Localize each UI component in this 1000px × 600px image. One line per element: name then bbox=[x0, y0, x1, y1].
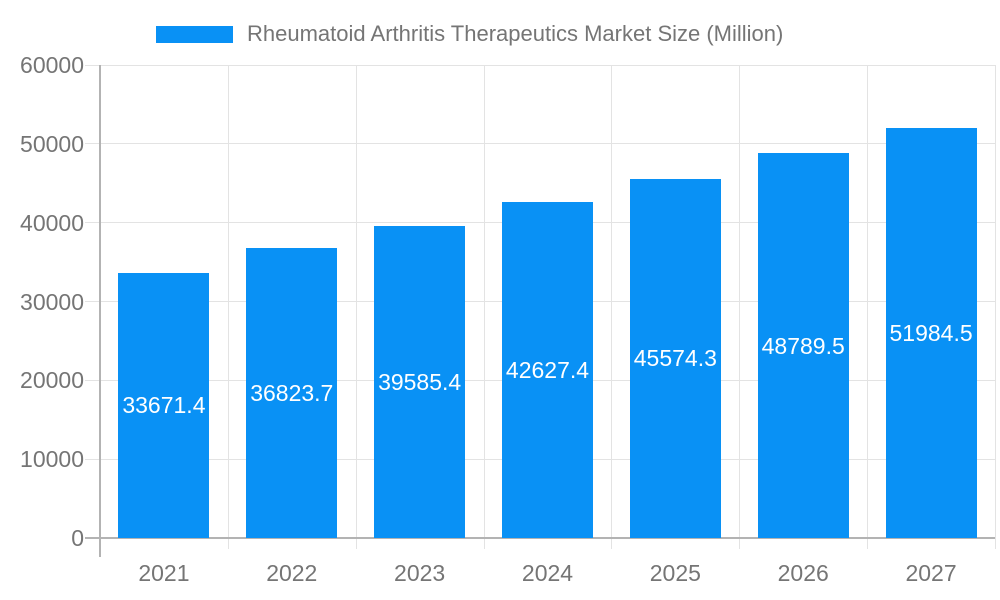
bar[interactable]: 36823.7 bbox=[246, 247, 338, 538]
y-axis-tick-label: 40000 bbox=[20, 209, 84, 236]
bar[interactable]: 48789.5 bbox=[757, 153, 849, 538]
bar-value-label: 39585.4 bbox=[378, 368, 462, 395]
x-axis-tick bbox=[739, 538, 741, 549]
x-axis-tick bbox=[867, 538, 869, 549]
y-axis-tick-label: 10000 bbox=[20, 446, 84, 473]
legend-label: Rheumatoid Arthritis Therapeutics Market… bbox=[247, 21, 784, 46]
bar[interactable]: 39585.4 bbox=[374, 225, 466, 538]
bar[interactable]: 51984.5 bbox=[885, 128, 977, 538]
x-axis-tick bbox=[611, 538, 613, 549]
x-axis-tick bbox=[995, 538, 996, 549]
bar-value-label: 42627.4 bbox=[505, 356, 590, 383]
bar-value-label: 51984.5 bbox=[889, 320, 973, 347]
x-axis-tick-label: 2023 bbox=[394, 560, 446, 586]
bar[interactable]: 45574.3 bbox=[629, 178, 721, 538]
horizontal-gridline bbox=[85, 64, 995, 66]
x-axis-tick-label: 2026 bbox=[777, 560, 829, 586]
vertical-gridline bbox=[995, 65, 996, 538]
x-axis-tick-label: 2027 bbox=[905, 560, 957, 586]
x-axis-tick bbox=[483, 538, 485, 549]
y-axis-tick-label: 30000 bbox=[20, 288, 84, 315]
x-axis-tick-label: 2025 bbox=[649, 560, 701, 586]
x-axis-tick bbox=[227, 538, 229, 549]
bar-value-label: 48789.5 bbox=[761, 332, 845, 359]
x-axis-baseline bbox=[85, 537, 995, 539]
x-axis-tick-label: 2022 bbox=[266, 560, 318, 586]
y-axis-tick-label: 60000 bbox=[20, 52, 84, 78]
bar[interactable]: 33671.4 bbox=[118, 272, 210, 538]
horizontal-gridline bbox=[85, 143, 995, 145]
x-axis-tick-label: 2021 bbox=[138, 560, 190, 586]
bar[interactable]: 42627.4 bbox=[502, 201, 593, 538]
x-axis-tick bbox=[355, 538, 357, 549]
legend-swatch bbox=[156, 25, 233, 43]
bar-value-label: 33671.4 bbox=[122, 392, 206, 419]
y-axis-tick-label: 0 bbox=[71, 525, 84, 551]
y-axis-tick-label: 50000 bbox=[20, 130, 84, 157]
x-axis-tick-label: 2024 bbox=[521, 560, 574, 586]
y-axis-line bbox=[99, 65, 101, 557]
y-axis-tick-label: 20000 bbox=[20, 367, 84, 394]
bar-value-label: 45574.3 bbox=[633, 345, 717, 372]
bar-value-label: 36823.7 bbox=[250, 379, 334, 406]
legend-item[interactable]: Rheumatoid Arthritis Therapeutics Market… bbox=[156, 21, 783, 47]
